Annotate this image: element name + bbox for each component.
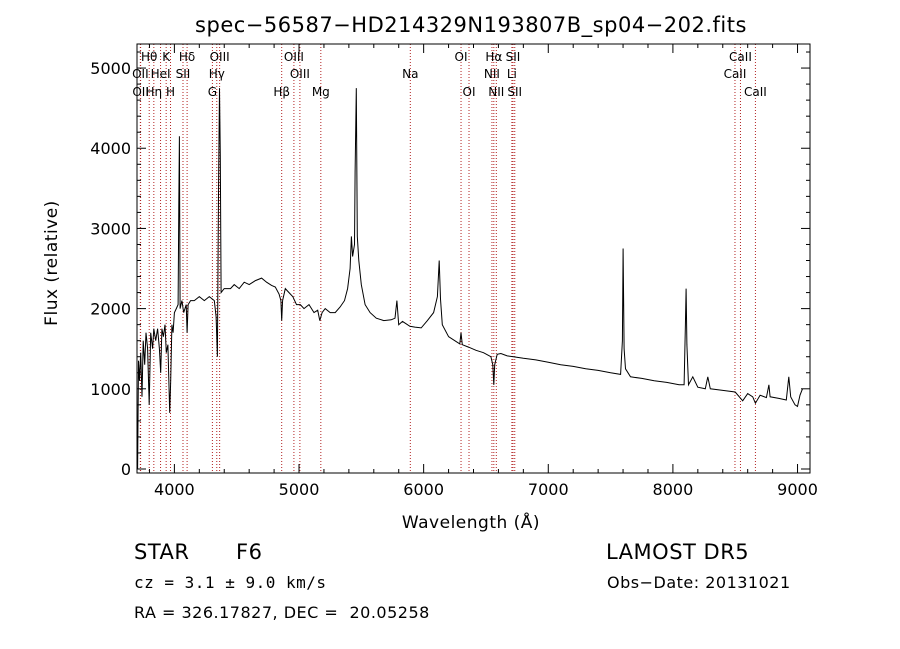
line-label: CaII [724,67,747,81]
line-label: CaII [729,50,752,64]
object-class: STAR [134,540,190,564]
line-label: G [208,85,217,99]
line-label: OI [455,50,468,64]
spectral-line-markers [139,44,756,473]
x-tick-label: 9000 [777,480,818,499]
spectral-line-labels: Hθ K Hδ OIII OIII OI Hα SII CaII OII HeI SII Hγ OIII N… [132,50,767,99]
x-axis-ticks: 4000 5000 6000 7000 8000 9000 [148,44,818,499]
line-label: OIII [210,50,230,64]
y-tick-label: 5000 [90,59,131,78]
x-tick-label: 5000 [279,480,320,499]
line-label: K [162,50,171,64]
y-axis-ticks: 0 1000 2000 3000 4000 5000 [90,51,810,479]
line-label: CaII [744,85,767,99]
line-label: Hγ [209,67,225,81]
line-label: HeI [151,67,171,81]
line-label: SII [176,67,191,81]
line-label: H [166,85,175,99]
spectrum-line [137,88,803,470]
line-label: Hη [146,85,163,99]
y-tick-label: 2000 [90,300,131,319]
line-label: SII [506,50,521,64]
line-label: OII [132,85,149,99]
y-tick-label: 3000 [90,219,131,238]
line-label: SII [507,85,522,99]
x-tick-label: 6000 [403,480,444,499]
line-label: OI [463,85,476,99]
observation-date: Obs−Date: 20131021 [607,573,791,592]
line-label: Hθ [141,50,157,64]
line-label: Mg [312,85,330,99]
line-label: OIII [284,50,304,64]
line-label: Na [402,67,418,81]
y-axis-label: Flux (relative) [42,200,62,326]
chart-title: spec−56587−HD214329N193807B_sp04−202.fit… [195,13,747,38]
line-label: Hα [485,50,502,64]
plot-frame [136,43,811,474]
y-tick-label: 1000 [90,380,131,399]
line-label: NII [488,85,504,99]
x-axis-label: Wavelength (Å) [402,511,540,533]
x-tick-label: 4000 [154,480,195,499]
line-label: NII [484,67,500,81]
x-tick-label: 7000 [528,480,569,499]
object-subclass: F6 [236,540,263,564]
redshift-value: cz = 3.1 ± 9.0 km/s [134,573,327,592]
y-tick-label: 4000 [90,139,131,158]
y-tick-label: 0 [121,460,131,479]
line-label: OIII [290,67,310,81]
line-label: Hδ [179,50,195,64]
line-label: OII [132,67,149,81]
x-tick-label: 8000 [653,480,694,499]
line-label: Hβ [273,85,290,99]
survey-name: LAMOST DR5 [606,540,750,564]
line-label: Li [507,67,517,81]
coordinates: RA = 326.17827, DEC = 20.05258 [134,603,430,622]
